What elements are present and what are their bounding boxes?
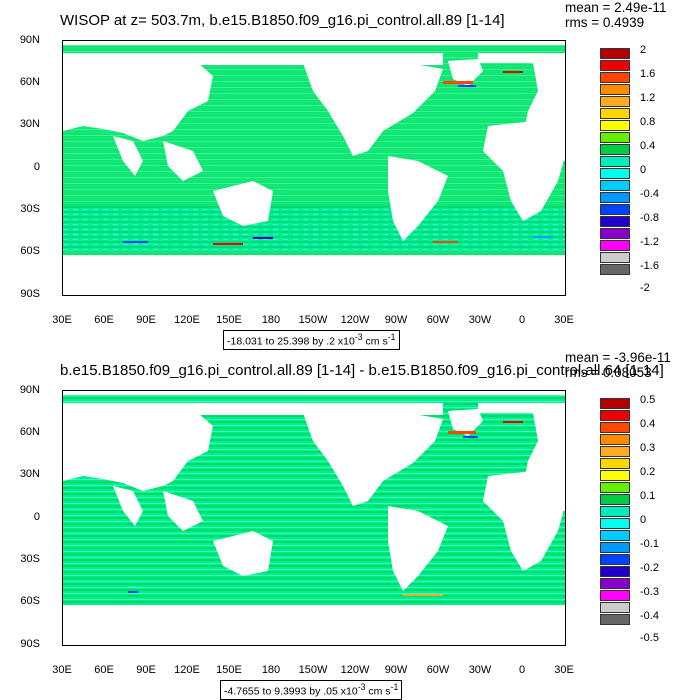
bottom-lon-1: 60E bbox=[94, 664, 114, 676]
top-cb-label-10: -2 bbox=[640, 282, 650, 294]
top-cb-label-9: -1.6 bbox=[640, 260, 659, 272]
top-cb-label-7: -0.8 bbox=[640, 212, 659, 224]
top-cb-label-3: 0.8 bbox=[640, 116, 656, 128]
bottom-lon-0: 30E bbox=[52, 664, 72, 676]
top-lon-7: 120W bbox=[340, 314, 370, 326]
top-lon-3: 120E bbox=[174, 314, 200, 326]
top-lat-30s: 30S bbox=[20, 203, 40, 215]
top-noise bbox=[123, 71, 553, 245]
bottom-lat-60n: 60N bbox=[19, 426, 40, 438]
bottom-lat-90s: 90S bbox=[20, 638, 40, 650]
top-cb-label-4: 0.4 bbox=[640, 140, 656, 152]
top-lat-30n: 30N bbox=[19, 118, 40, 130]
bottom-range-box: -4.7655 to 9.3993 by .05 x10-3 cm s-1 bbox=[220, 680, 403, 700]
bottom-map-svg bbox=[63, 391, 565, 645]
top-lon-0: 30E bbox=[52, 314, 72, 326]
top-lon-2: 90E bbox=[136, 314, 156, 326]
bottom-cb-label-4: 0.1 bbox=[640, 490, 656, 502]
bottom-land bbox=[63, 391, 565, 645]
top-lon-9: 60W bbox=[426, 314, 450, 326]
top-cb-label-6: -0.4 bbox=[640, 188, 659, 200]
top-lat-90n: 90N bbox=[19, 34, 40, 46]
bottom-map bbox=[62, 390, 566, 646]
top-cb-label-8: -1.2 bbox=[640, 236, 659, 248]
bottom-lon-6: 150W bbox=[298, 664, 328, 676]
bottom-cb-label-9: -0.4 bbox=[640, 610, 659, 622]
bottom-panel: b.e15.B1850.f09_g16.pi_control.all.89 [1… bbox=[0, 350, 700, 700]
top-cb-label-1: 1.6 bbox=[640, 68, 656, 80]
top-title: WISOP at z= 503.7m, b.e15.B1850.f09_g16.… bbox=[60, 12, 505, 29]
top-southern-ocean bbox=[63, 206, 565, 251]
top-lat-0: 0 bbox=[33, 161, 40, 173]
top-panel: WISOP at z= 503.7m, b.e15.B1850.f09_g16.… bbox=[19, 0, 667, 350]
bottom-cb-label-0: 0.5 bbox=[640, 394, 656, 406]
top-lon-10: 30W bbox=[468, 314, 492, 326]
top-cb-label-0: 2 bbox=[640, 44, 647, 56]
top-lon-5: 180 bbox=[261, 314, 281, 326]
bottom-lon-11: 0 bbox=[518, 664, 526, 676]
bottom-cb-label-7: -0.2 bbox=[640, 562, 659, 574]
top-lon-4: 150E bbox=[216, 314, 242, 326]
top-land bbox=[63, 41, 565, 295]
bottom-lat-30n: 30N bbox=[19, 468, 40, 480]
bottom-lon-7: 120W bbox=[340, 664, 370, 676]
top-lat-60s: 60S bbox=[20, 245, 40, 257]
top-range-box: -18.031 to 25.398 by .2 x10-3 cm s-1 bbox=[223, 330, 400, 350]
bottom-lat-0: 0 bbox=[33, 511, 40, 523]
bottom-lat-30s: 30S bbox=[20, 553, 40, 565]
bottom-lon-8: 90W bbox=[384, 664, 408, 676]
bottom-cb-label-8: -0.3 bbox=[640, 586, 659, 598]
bottom-lon-4: 150E bbox=[216, 664, 242, 676]
top-lon-6: 150W bbox=[298, 314, 328, 326]
top-lon-11: 0 bbox=[518, 314, 526, 326]
top-lon-1: 60E bbox=[94, 314, 114, 326]
bottom-rms: rms = 0.08053 bbox=[565, 365, 652, 380]
top-lat-60n: 60N bbox=[19, 76, 40, 88]
bottom-cb-label-1: 0.4 bbox=[640, 418, 656, 430]
bottom-lon-5: 180 bbox=[261, 664, 281, 676]
bottom-title: b.e15.B1850.f09_g16.pi_control.all.89 [1… bbox=[60, 362, 664, 379]
top-lat-90s: 90S bbox=[20, 288, 40, 300]
bottom-lon-2: 90E bbox=[136, 664, 156, 676]
bottom-cb-label-2: 0.3 bbox=[640, 442, 656, 454]
bottom-mean: mean = -3.96e-11 bbox=[565, 350, 671, 365]
bottom-lat-90n: 90N bbox=[19, 384, 40, 396]
bottom-cb-label-6: -0.1 bbox=[640, 538, 659, 550]
bottom-cb-label-3: 0.2 bbox=[640, 466, 656, 478]
top-mean: mean = 2.49e-11 bbox=[565, 0, 667, 15]
bottom-lon-3: 120E bbox=[174, 664, 200, 676]
bottom-lon-9: 60W bbox=[426, 664, 450, 676]
top-cb-label-5: 0 bbox=[640, 164, 647, 176]
bottom-noise bbox=[128, 421, 523, 596]
bottom-cb-label-5: 0 bbox=[640, 514, 647, 526]
bottom-lat-60s: 60S bbox=[20, 595, 40, 607]
top-lon-8: 90W bbox=[384, 314, 408, 326]
bottom-lon-12: 30E bbox=[554, 664, 574, 676]
top-cb-label-2: 1.2 bbox=[640, 92, 656, 104]
top-map-svg bbox=[63, 41, 565, 295]
bottom-lon-10: 30W bbox=[468, 664, 492, 676]
top-map bbox=[62, 40, 566, 296]
bottom-cb-label-10: -0.5 bbox=[640, 632, 659, 644]
top-rms: rms = 0.4939 bbox=[565, 15, 645, 30]
top-lon-12: 30E bbox=[554, 314, 574, 326]
